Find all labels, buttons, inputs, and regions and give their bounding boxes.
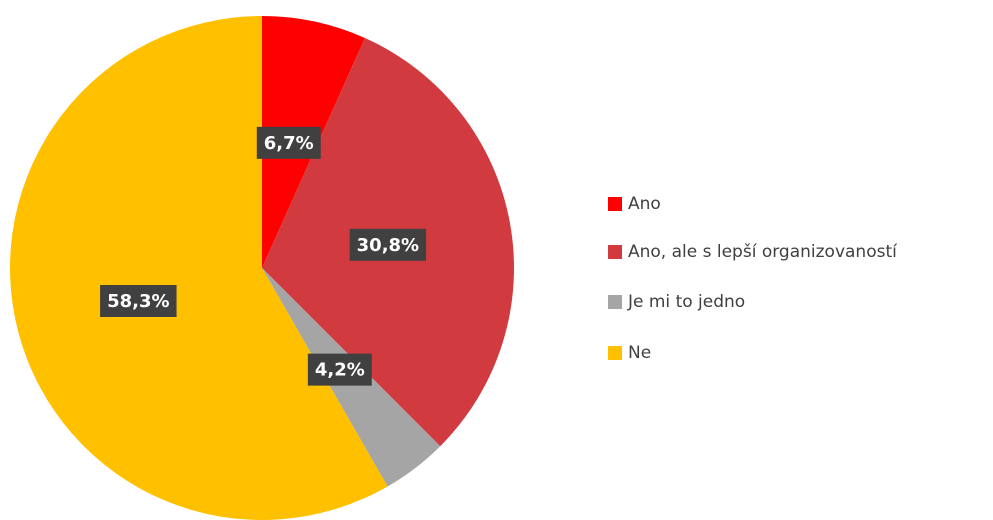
data-label-text: 4,2% bbox=[315, 360, 365, 381]
data-label-box bbox=[349, 228, 427, 261]
pie-slice bbox=[10, 16, 388, 520]
legend-label: Je mi to jedno bbox=[627, 292, 745, 312]
data-label: 58,3% bbox=[100, 284, 177, 317]
data-label-text: 6,7% bbox=[264, 133, 314, 154]
data-label-box bbox=[307, 353, 372, 386]
data-label-text: 58,3% bbox=[107, 291, 169, 312]
legend-swatch bbox=[608, 245, 622, 259]
data-label-box bbox=[256, 126, 321, 159]
legend-label: Ano bbox=[628, 194, 661, 214]
data-label: 4,2% bbox=[307, 353, 372, 386]
legend-swatch bbox=[608, 346, 622, 360]
data-label-text: 30,8% bbox=[357, 235, 419, 256]
data-label-box bbox=[100, 284, 177, 317]
legend-swatch bbox=[608, 295, 622, 309]
legend-label: Ano, ale s lepší organizovaností bbox=[628, 242, 898, 262]
legend-label: Ne bbox=[628, 343, 651, 363]
legend-swatch bbox=[608, 197, 622, 211]
data-label: 30,8% bbox=[349, 228, 427, 261]
data-label: 6,7% bbox=[256, 126, 321, 159]
